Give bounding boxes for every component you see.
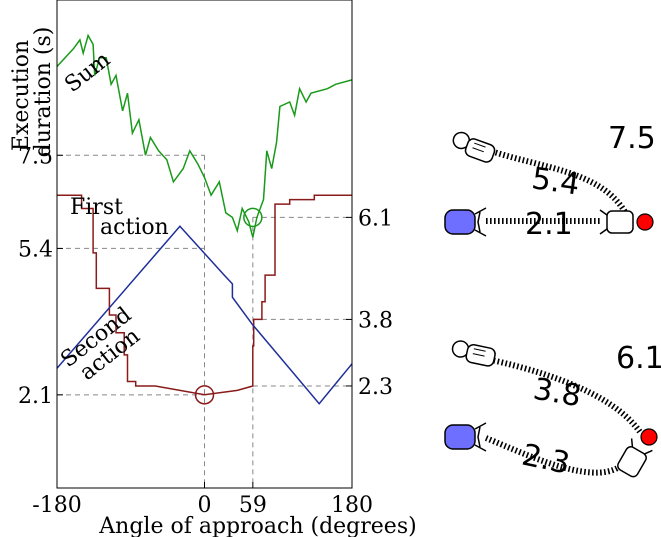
panel-bottom-first-duration: 3.8 [531, 372, 584, 415]
series-sum-optimum-marker [243, 207, 263, 228]
panel-top-grasp-gripper-icon [599, 209, 634, 235]
y-axis-label: Execution duration (s) [9, 27, 56, 158]
x-tick-label: 0 [198, 493, 212, 518]
x-tick-label: 59 [239, 493, 267, 518]
first-action-label-line2: action [100, 215, 169, 240]
panel-top-path-first [487, 147, 628, 214]
panel-bottom-second-duration: 2.3 [519, 438, 573, 482]
series-lines [56, 33, 353, 405]
y-tick-label-right: 6.1 [358, 206, 393, 231]
panel-bottom: 6.1 3.8 2.3 [444, 340, 661, 482]
panel-top: 7.5 5.4 2.1 [444, 121, 656, 242]
y-axis-label-line2: duration (s) [31, 27, 56, 158]
panel-bottom-start-gripper-icon [451, 340, 496, 367]
x-axis-label: Angle of approach (degrees) [98, 514, 416, 537]
duration-chart: -180 0 59 180 2.1 5.4 7.5 2.3 3.8 6.1 Angle of ap… [9, 0, 417, 537]
panel-top-robot-icon [444, 207, 487, 237]
series-first-action-line [57, 194, 352, 396]
series-second-action-line [56, 225, 353, 405]
y-tick-label-left: 2.1 [18, 384, 53, 409]
y-tick-label-right: 2.3 [358, 375, 393, 400]
panel-bottom-target-icon [640, 428, 658, 446]
panel-top-second-duration: 2.1 [525, 207, 573, 242]
panel-bottom-grasp-gripper-icon [617, 438, 653, 478]
y-tick-label-right: 3.8 [358, 308, 393, 333]
panel-top-start-gripper-icon [452, 131, 496, 163]
panel-bottom-robot-icon [444, 422, 487, 452]
y-tick-label-left: 5.4 [18, 237, 53, 262]
panel-top-total: 7.5 [608, 121, 656, 156]
ticks: -180 0 59 180 2.1 5.4 7.5 2.3 3.8 6.1 [18, 144, 393, 518]
x-tick-label: 180 [331, 493, 373, 518]
x-tick-label: -180 [32, 493, 81, 518]
first-action-label-line1: First [70, 195, 123, 220]
y-tick-label-left: 7.5 [18, 144, 53, 169]
series-sum-line [56, 33, 353, 238]
y-axis-label-line1: Execution [9, 40, 34, 151]
panel-bottom-total: 6.1 [616, 341, 661, 376]
series-first-action-optimum-marker [194, 385, 215, 405]
panel-top-target-icon [636, 213, 654, 231]
panel-top-first-duration: 5.4 [529, 161, 581, 202]
